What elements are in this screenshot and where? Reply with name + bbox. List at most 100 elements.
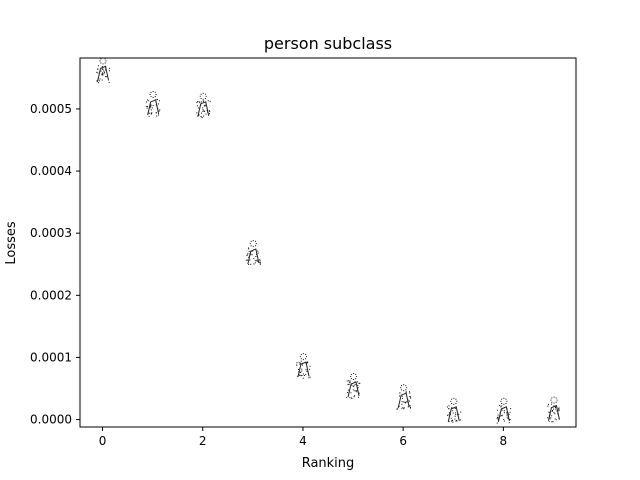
marker-pixel [357,385,359,386]
marker-pixel [101,72,103,74]
marker-pixel [98,65,99,67]
marker-pixel [104,71,105,73]
marker-pixel [149,94,151,95]
marker-pixel [204,98,206,99]
marker-pixel [99,60,101,62]
y-tick-label: 0.0001 [30,350,72,364]
marker-pixel [300,360,302,362]
marker-pixel [301,370,303,372]
marker-pixel [451,403,453,404]
marker-pixel [509,411,511,413]
marker-pixel [454,408,456,409]
marker-pixel [558,409,560,410]
marker-pixel [460,411,462,413]
marker-pixel [259,263,261,265]
y-tick-label: 0.0003 [30,226,72,240]
marker-pixel [401,395,403,397]
marker-stroke [97,65,110,82]
marker-pixel [296,364,298,366]
marker-pixel [146,101,147,103]
marker-pixel [201,112,203,114]
marker-pixel [348,380,350,382]
marker-pixel [203,110,205,112]
marker-pixel [148,100,150,102]
data-point-marker [396,384,412,410]
marker-pixel [300,354,302,355]
marker-pixel [351,397,352,399]
marker-pixel [398,405,400,407]
marker-pixel [555,401,557,403]
marker-pixel [447,414,448,416]
marker-pixel [252,240,254,242]
marker-pixel [456,419,457,421]
marker-pixel [302,353,304,355]
marker-pixel [508,422,510,424]
marker-pixel [347,384,349,386]
marker-pixel [555,397,557,399]
x-tick-label: 6 [399,434,407,448]
marker-pixel [509,419,511,421]
marker-pixel [450,417,452,419]
marker-pixel [247,253,249,255]
marker-pixel [507,412,509,414]
x-axis-ticks: 0 2 4 6 8 [99,427,507,448]
marker-pixel [201,117,203,119]
marker-pixel [448,408,450,410]
marker-pixel [456,400,458,402]
marker-pixel [254,262,256,264]
marker-pixel [455,414,457,416]
marker-pixel [200,116,202,118]
y-tick-label: 0.0000 [30,413,72,427]
marker-pixel [205,95,207,97]
marker-pixel [358,392,360,394]
marker-pixel [259,261,261,263]
marker-pixel [403,407,405,409]
marker-pixel [405,402,406,404]
marker-pixel [307,362,309,363]
marker-pixel [558,410,560,412]
marker-pixel [298,362,300,364]
marker-pixel [202,110,204,112]
marker-pixel [396,408,398,410]
marker-pixel [101,73,103,75]
marker-pixel [105,69,106,71]
marker-pixel [448,405,450,407]
marker-pixel [553,396,555,398]
marker-pixel [300,362,302,364]
marker-pixel [257,252,259,254]
marker-pixel [550,399,552,401]
marker-stroke [497,406,510,422]
marker-pixel [156,115,158,117]
marker-pixel [353,396,355,398]
marker-stroke [397,392,410,409]
marker-pixel [300,375,302,377]
data-point-marker [196,92,211,119]
marker-pixel [501,409,503,411]
marker-pixel [157,98,158,100]
marker-pixel [155,99,157,101]
marker-pixel [551,415,553,417]
marker-pixel [256,260,258,262]
marker-pixel [200,98,202,99]
marker-pixel [100,58,102,60]
marker-pixel [448,414,450,416]
marker-pixel [197,101,199,103]
marker-pixel [159,109,161,111]
marker-pixel [357,381,358,383]
marker-pixel [505,398,507,400]
marker-pixel [501,405,503,407]
marker-pixel [255,240,256,242]
marker-pixel [403,384,405,386]
marker-pixel [108,81,110,83]
marker-pixel [349,397,351,399]
data-point-marker [245,240,261,265]
marker-pixel [506,412,508,414]
marker-pixel [309,365,311,367]
marker-pixel [353,385,355,387]
marker-pixel [548,403,549,405]
marker-pixel [553,408,554,410]
marker-pixel [503,419,505,421]
marker-pixel [248,247,250,249]
marker-pixel [409,391,410,393]
marker-pixel [196,105,198,107]
